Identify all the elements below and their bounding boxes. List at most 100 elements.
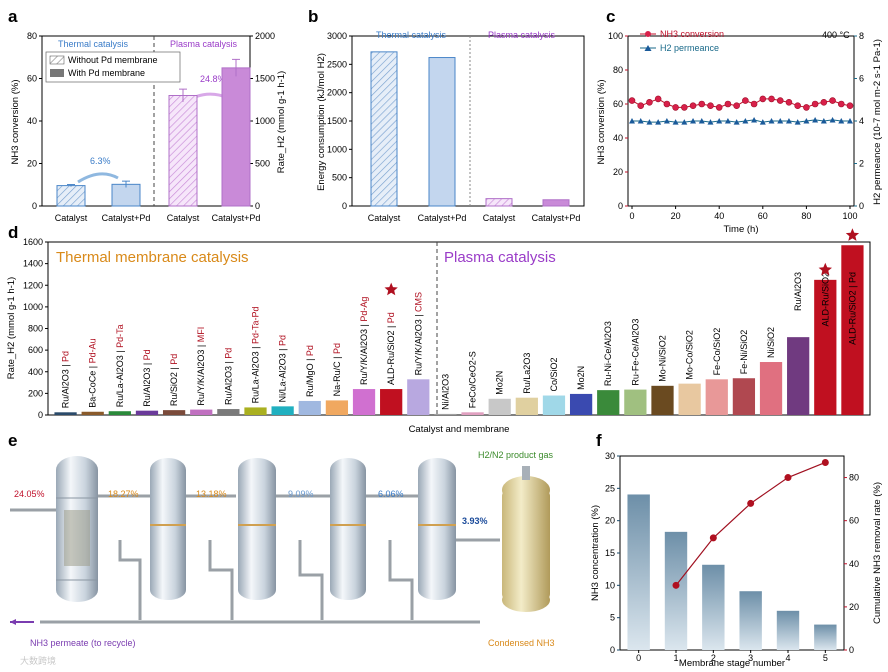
panel-c-x-ticklabel: 20 (671, 211, 681, 221)
panel-d-bar-label: Ru/La-Al2O3 | Pd-Ta-Pd (251, 307, 261, 404)
panel-d-y-ticklabel: 0 (38, 410, 43, 420)
panel-d-bar-label-catalyst: Ru/MgO | (305, 356, 315, 397)
panel-a-xticklabel: Catalyst+Pd (102, 213, 151, 223)
membrane-vessel (238, 458, 276, 600)
panel-d-bar-label: Fe-Ni/SiO2 (739, 330, 749, 375)
panel-d-bar-label: Co/SiO2 (549, 358, 559, 392)
panel-b-y-ticklabel: 1000 (327, 144, 347, 154)
membrane-vessels (56, 456, 456, 602)
nh3-conversion-point (759, 95, 767, 103)
panel-a-ylabel: NH3 conversion (%) (10, 80, 21, 165)
watermark-text: 大数跨境 (20, 655, 56, 666)
panel-d-bar (217, 409, 240, 415)
h2-permeance-point (681, 119, 688, 125)
h2-permeance-point (690, 118, 697, 124)
panel-d-bar-label-membrane: Pd (305, 345, 315, 356)
panel-b-bar (542, 199, 570, 207)
panel-d-bar-label: Ru/SiO2 | Pd (169, 354, 179, 406)
stage-label-4: 6.06% (378, 489, 404, 499)
panel-d-bar-label: Fe-Co/SiO2 (712, 328, 722, 376)
panel-d-y-ticklabel: 1200 (23, 280, 43, 290)
panel-d-y-ticklabel: 1000 (23, 302, 43, 312)
panel-c-y-ticklabel: 100 (608, 31, 623, 41)
panel-f-y-ticklabel: 5 (610, 613, 615, 623)
panel-b-xticklabel: Catalyst+Pd (532, 213, 581, 223)
panel-b-y-ticklabel: 500 (332, 173, 347, 183)
permeate-label: NH3 permeate (to recycle) (30, 638, 136, 648)
h2-permeance-point (707, 119, 714, 125)
panel-b-y-ticklabel: 1500 (327, 116, 347, 126)
panel-d-group-thermal: Thermal membrane catalysis (56, 249, 249, 266)
panel-d-bar-label: Ru/Y/K/Al2O3 | Pd-Ag (359, 297, 369, 385)
panel-f-bar (739, 591, 762, 650)
panel-b-xticklabel: Catalyst (368, 213, 401, 223)
panel-d-bar (352, 389, 376, 415)
panel-c-x-ticklabel: 0 (629, 211, 634, 221)
panel-c-y-ticklabel: 40 (613, 133, 623, 143)
panel-f-x-ticklabel: 2 (711, 653, 716, 663)
panel-a-y-ticklabel: 60 (27, 74, 37, 84)
panel-c-ylabel-right: H2 permeance (10-7 mol m-2 s-1 Pa-1) (872, 39, 883, 205)
panel-d-bar (705, 379, 728, 415)
panel-d-bar (488, 398, 511, 415)
panel-d-bar-label: Ni/Al2O3 (440, 374, 450, 410)
panel-f-bar (702, 564, 725, 650)
membrane-vessel (330, 458, 366, 600)
condensed-label: Condensed NH3 (488, 638, 555, 648)
panel-f-ylabel-right: Cumulative NH3 removal rate (%) (872, 482, 883, 624)
legend-label-h2: H2 permeance (660, 43, 719, 53)
panel-c-xlabel: Time (h) (723, 224, 758, 235)
panel-d-bar-label: Ru/Y/K/Al2O3 | MFI (196, 327, 206, 406)
h2-permeance-point (812, 116, 819, 123)
panel-d-bar-label-catalyst: Ru/Al2O3 | (61, 362, 71, 408)
panel-f-bar (776, 610, 800, 650)
nh3-conversion-point (768, 95, 775, 103)
legend-box (45, 51, 181, 83)
panel-f-x-ticklabel: 4 (785, 653, 790, 663)
h2-permeance-point (733, 119, 740, 125)
nh3-conversion-point (663, 100, 671, 108)
panel-f-x-ticklabel: 5 (823, 653, 828, 663)
panel-f-yright-ticklabel: 40 (849, 559, 859, 569)
panel-a-yright-ticklabel: 0 (255, 201, 260, 211)
h2-permeance-point (663, 118, 670, 124)
h2-permeance-point (820, 118, 827, 124)
panel-b-y-ticklabel: 0 (342, 201, 347, 211)
panel-d-bar-label: Mo2N (576, 366, 586, 390)
nh3-conversion-point (811, 100, 819, 108)
legend-swatch-without (49, 55, 65, 65)
panel-d-bar (678, 383, 701, 415)
star-icon (818, 262, 832, 276)
panel-a-group-plasma: Plasma catalysis (170, 39, 238, 49)
panel-b-group-plasma: Plasma catalysis (488, 30, 556, 40)
panel-d-bar-label: Ru/Y/K/Al2O3 | CMS (413, 292, 423, 375)
panel-d-bar-label-catalyst: Ru/Y/K/Al2O3 | (359, 322, 369, 385)
panel-d-bar-label-catalyst: ALD-Ru/SiO2 | (386, 323, 396, 385)
panel-c-y-ticklabel: 60 (613, 99, 623, 109)
panel-d-bar-label-membrane: Pd-Ag (359, 297, 369, 322)
panel-d-bar-label: ALD-Ru/SiO2 | Pd (847, 272, 857, 345)
panel-d-bar-label: Ru/Al2O3 | Pd (142, 349, 152, 406)
panel-a-y-ticklabel: 80 (27, 31, 37, 41)
panel-label-a: a (8, 7, 18, 26)
panel-d-bar-label-catalyst: Ba-CoCe | (88, 363, 98, 407)
legend-label-without: Without Pd membrane (68, 55, 158, 65)
nh3-conversion-point (803, 104, 810, 111)
panel-d-bar (298, 400, 321, 415)
stage-label-0: 24.05% (14, 489, 45, 499)
condenser-tank (502, 466, 550, 612)
h2-permeance-point (794, 119, 801, 125)
nh3-conversion-point (785, 99, 793, 106)
panel-b-xticklabel: Catalyst+Pd (418, 213, 467, 223)
panel-d-bar-label-membrane: Pd (61, 351, 71, 362)
panel-f-bar (664, 531, 688, 650)
panel-d-group-plasma: Plasma catalysis (444, 249, 556, 266)
membrane-vessel (150, 458, 186, 600)
nh3-conversion-point (637, 102, 645, 109)
h2-permeance-point (768, 118, 775, 124)
panel-d-bar (434, 413, 457, 415)
h2-permeance-point (759, 119, 766, 125)
nh3-conversion-point (846, 102, 854, 109)
panel-a-bar (56, 185, 86, 207)
